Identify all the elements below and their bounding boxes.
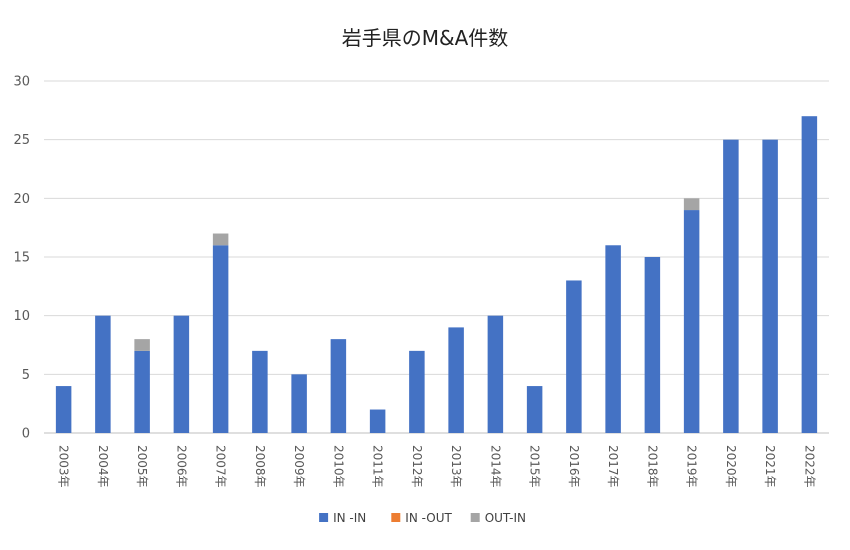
legend-swatch [470, 513, 480, 522]
bar-in-in-10 [448, 327, 464, 433]
y-tick-label: 25 [13, 133, 30, 148]
x-tick-label: 2019年 [685, 445, 699, 488]
x-tick-label: 2021年 [763, 445, 777, 488]
y-tick-label: 5 [22, 368, 30, 383]
bar-in-in-11 [487, 315, 504, 433]
legend-label: OUT-IN [485, 511, 526, 525]
y-tick-label: 20 [13, 192, 30, 207]
bar-in-in-4 [212, 245, 229, 433]
legend-label: IN -IN [333, 511, 366, 525]
y-tick-label: 10 [13, 309, 30, 324]
bar-in-in-5 [252, 350, 268, 433]
x-tick-label: 2003年 [57, 445, 71, 488]
bar-in-in-13 [566, 280, 582, 433]
bar-in-in-2 [134, 350, 150, 433]
y-tick-label: 0 [22, 427, 30, 442]
bar-in-in-9 [409, 350, 425, 433]
x-tick-label: 2010年 [331, 445, 345, 488]
x-tick-label: 2013年 [449, 445, 463, 488]
x-tick-label: 2014年 [488, 445, 502, 488]
x-tick-label: 2009年 [292, 445, 306, 488]
bar-in-in-14 [605, 245, 621, 433]
legend-label: IN -OUT [405, 511, 452, 525]
bar-in-in-0 [55, 386, 72, 433]
chart-title: 岩手県のM&A件数 [342, 26, 509, 50]
x-tick-label: 2022年 [802, 445, 816, 488]
bar-in-in-18 [762, 139, 778, 433]
x-tick-label: 2005年 [135, 445, 149, 488]
bar-in-in-8 [369, 409, 386, 433]
x-axis-tick-labels: 2003年 2004年 2005年 2006年 2007年 2008年 2009年 2010年… [57, 445, 817, 488]
legend-swatch [319, 513, 329, 522]
bar-in-in-12 [526, 386, 543, 433]
y-axis-tick-labels: 0 5 10 15 20 25 30 [13, 75, 30, 442]
y-tick-label: 15 [13, 251, 30, 266]
x-tick-label: 2016年 [567, 445, 581, 488]
bar-out-in-2 [134, 339, 150, 351]
x-tick-label: 2020年 [724, 445, 738, 488]
x-tick-label: 2017年 [606, 445, 620, 488]
x-tick-label: 2015年 [528, 445, 542, 488]
legend-swatch [391, 513, 401, 522]
x-tick-label: 2008年 [253, 445, 267, 488]
bar-in-in-19 [801, 116, 818, 433]
x-tick-label: 2006年 [174, 445, 188, 488]
bar-in-in-1 [95, 315, 111, 433]
x-tick-label: 2004年 [96, 445, 110, 488]
bars [55, 116, 818, 433]
bar-in-in-3 [173, 315, 190, 433]
x-tick-label: 2012年 [410, 445, 424, 488]
gridlines [44, 80, 829, 434]
bar-in-in-6 [291, 374, 307, 433]
x-tick-label: 2007年 [214, 445, 228, 488]
bar-in-in-16 [683, 210, 700, 433]
bar-in-in-7 [330, 339, 347, 433]
legend: IN -IN IN -OUT OUT-IN [319, 511, 526, 525]
bar-out-in-16 [683, 198, 700, 211]
x-tick-label: 2011年 [371, 445, 385, 488]
bar-out-in-4 [212, 233, 229, 246]
bar-in-in-15 [644, 257, 661, 433]
y-tick-label: 30 [13, 75, 30, 90]
bar-in-in-17 [723, 139, 739, 433]
x-tick-label: 2018年 [645, 445, 659, 488]
